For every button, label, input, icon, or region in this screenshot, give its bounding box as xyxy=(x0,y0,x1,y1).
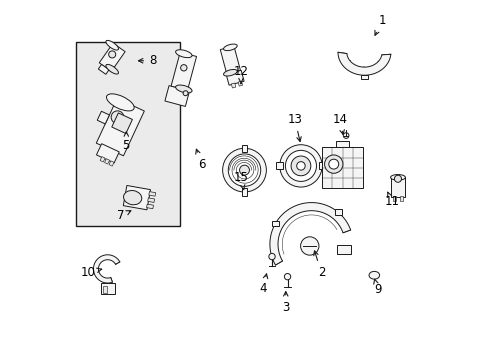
Bar xyxy=(360,75,367,80)
Text: 10: 10 xyxy=(81,266,102,279)
Circle shape xyxy=(296,162,305,170)
Circle shape xyxy=(279,145,322,187)
Text: 6: 6 xyxy=(195,149,205,171)
Circle shape xyxy=(284,274,290,280)
Bar xyxy=(101,283,114,294)
Circle shape xyxy=(328,159,338,169)
Ellipse shape xyxy=(175,50,192,58)
Ellipse shape xyxy=(223,69,237,76)
Bar xyxy=(171,52,196,91)
Bar xyxy=(392,196,395,201)
Text: 7: 7 xyxy=(116,210,131,222)
Bar xyxy=(123,185,150,210)
Circle shape xyxy=(285,150,316,181)
Text: 2: 2 xyxy=(313,251,325,279)
Bar xyxy=(112,113,132,134)
Bar xyxy=(100,157,105,162)
Circle shape xyxy=(111,111,123,123)
Bar xyxy=(109,161,114,166)
Bar xyxy=(336,141,348,147)
Text: 1: 1 xyxy=(374,14,385,35)
Circle shape xyxy=(222,148,266,192)
Polygon shape xyxy=(337,52,390,75)
Circle shape xyxy=(268,253,275,260)
Text: 12: 12 xyxy=(233,65,248,84)
Polygon shape xyxy=(269,203,350,265)
Bar xyxy=(146,204,153,209)
Circle shape xyxy=(324,155,342,173)
Circle shape xyxy=(290,156,310,176)
Text: 13: 13 xyxy=(287,113,302,141)
Ellipse shape xyxy=(106,40,118,50)
Text: 4: 4 xyxy=(259,274,267,295)
Ellipse shape xyxy=(175,85,192,93)
Text: 3: 3 xyxy=(282,292,289,314)
Bar xyxy=(220,46,240,74)
Bar xyxy=(241,145,247,152)
Bar xyxy=(104,159,109,164)
Circle shape xyxy=(183,91,188,96)
Bar xyxy=(147,198,154,202)
Bar xyxy=(96,98,144,156)
Ellipse shape xyxy=(123,190,142,205)
Text: 8: 8 xyxy=(138,54,156,67)
Text: 9: 9 xyxy=(373,279,381,296)
Ellipse shape xyxy=(368,271,379,279)
Text: 11: 11 xyxy=(384,192,399,208)
Bar xyxy=(334,210,341,215)
Bar xyxy=(322,147,362,188)
Circle shape xyxy=(343,133,348,138)
Text: 15: 15 xyxy=(233,171,248,190)
Circle shape xyxy=(300,237,318,255)
Bar xyxy=(99,43,125,71)
Text: 5: 5 xyxy=(122,132,130,152)
Bar xyxy=(390,177,405,197)
Bar xyxy=(271,221,279,226)
Bar xyxy=(318,162,325,170)
Ellipse shape xyxy=(106,94,134,111)
Bar xyxy=(336,245,350,254)
Bar xyxy=(276,162,283,170)
Bar xyxy=(76,42,180,226)
Text: 14: 14 xyxy=(331,113,346,134)
Bar xyxy=(226,70,244,85)
Bar xyxy=(96,144,119,163)
Bar xyxy=(97,111,109,124)
Circle shape xyxy=(108,51,116,58)
Bar xyxy=(399,196,403,201)
Ellipse shape xyxy=(223,44,237,51)
Circle shape xyxy=(228,154,260,186)
Bar xyxy=(98,64,109,74)
Ellipse shape xyxy=(106,64,118,74)
Circle shape xyxy=(180,65,186,71)
Ellipse shape xyxy=(390,175,405,180)
Bar xyxy=(148,192,155,196)
Circle shape xyxy=(394,175,401,182)
Bar xyxy=(231,83,235,88)
Circle shape xyxy=(239,165,249,175)
Bar xyxy=(241,189,247,195)
Bar xyxy=(102,286,107,293)
Bar xyxy=(238,81,242,86)
Bar xyxy=(164,86,189,107)
Polygon shape xyxy=(93,255,120,283)
